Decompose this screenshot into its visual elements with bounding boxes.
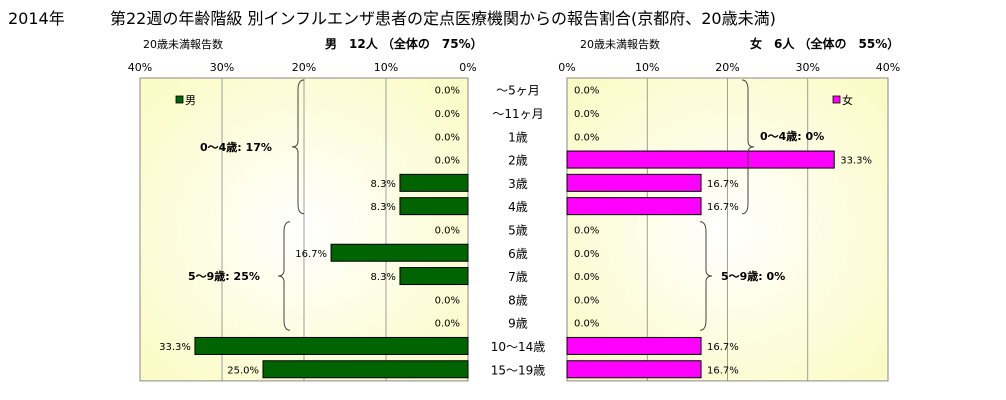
female-bar xyxy=(566,173,702,192)
male-legend-swatch xyxy=(175,95,184,104)
female-value-label: 0.0% xyxy=(574,109,599,120)
male-value-label: 0.0% xyxy=(435,109,460,120)
male-value-label: 0.0% xyxy=(435,132,460,143)
category-label: ～5ヶ月 xyxy=(496,84,540,98)
male-brace-5-9 xyxy=(277,221,291,331)
female-legend-label: 女 xyxy=(842,93,853,107)
category-label: 4歳 xyxy=(508,200,528,214)
male-bar xyxy=(399,267,469,286)
female-value-label: 16.7% xyxy=(707,202,739,213)
female-group-label: 0～4歳: 0% xyxy=(760,129,824,143)
female-subtitle: 女 6人 （全体の 55%） xyxy=(750,37,900,51)
female-value-label: 0.0% xyxy=(574,319,599,330)
female-value-label: 0.0% xyxy=(574,132,599,143)
male-tick-label: 0% xyxy=(459,61,476,74)
male-bar xyxy=(330,243,469,262)
category-label: 6歳 xyxy=(508,247,528,261)
female-value-label: 0.0% xyxy=(574,249,599,260)
male-legend-label: 男 xyxy=(185,94,196,107)
category-label: 1歳 xyxy=(508,130,528,144)
female-bar xyxy=(566,336,702,355)
female-bar xyxy=(566,150,835,169)
male-bar xyxy=(262,360,469,379)
female-value-label: 16.7% xyxy=(707,179,739,190)
female-value-label: 16.7% xyxy=(707,342,739,353)
female-value-label: 0.0% xyxy=(574,225,599,236)
category-label: 5歳 xyxy=(508,223,528,237)
male-count-label: 20歳未満報告数 xyxy=(143,38,223,51)
female-value-label: 0.0% xyxy=(574,295,599,306)
male-bar xyxy=(194,336,469,355)
category-label: 9歳 xyxy=(508,317,528,331)
male-bar xyxy=(399,197,469,216)
male-tick-label: 30% xyxy=(210,61,234,74)
female-value-label: 0.0% xyxy=(574,272,599,283)
male-value-label: 0.0% xyxy=(435,225,460,236)
female-legend-swatch xyxy=(832,95,841,104)
female-value-label: 16.7% xyxy=(707,365,739,376)
category-label: ～11ヶ月 xyxy=(492,107,543,121)
female-count-label: 20歳未満報告数 xyxy=(580,38,660,51)
male-tick-label: 40% xyxy=(128,61,152,74)
male-value-label: 16.7% xyxy=(295,249,327,260)
year-label: 2014年 xyxy=(8,9,65,28)
female-value-label: 0.0% xyxy=(574,86,599,97)
page-title: 第22週の年齢階級 別インフルエンザ患者の定点医療機関からの報告割合(京都府、2… xyxy=(110,9,776,28)
category-label: 2歳 xyxy=(508,154,528,168)
category-label: 8歳 xyxy=(508,293,528,307)
category-label: 15～19歳 xyxy=(491,363,546,377)
female-tick-label: 20% xyxy=(715,61,739,74)
male-value-label: 8.3% xyxy=(371,272,396,283)
male-value-label: 0.0% xyxy=(435,319,460,330)
female-value-label: 33.3% xyxy=(840,156,872,167)
female-tick-label: 30% xyxy=(796,61,820,74)
category-label: 3歳 xyxy=(508,177,528,191)
male-group-label: 5～9歳: 25% xyxy=(188,269,260,283)
category-label: 7歳 xyxy=(508,270,528,284)
male-value-label: 0.0% xyxy=(435,86,460,97)
female-tick-label: 0% xyxy=(558,61,575,74)
female-tick-label: 10% xyxy=(635,61,659,74)
female-bar xyxy=(566,197,702,216)
female-brace-5-9 xyxy=(699,221,713,331)
male-tick-label: 10% xyxy=(374,61,398,74)
male-group-label: 0～4歳: 17% xyxy=(200,140,272,154)
male-brace-0-4 xyxy=(291,79,305,215)
male-subtitle: 男 12人 （全体の 75%） xyxy=(325,37,483,51)
female-brace-0-4 xyxy=(741,79,755,215)
category-label: 10～14歳 xyxy=(491,340,546,354)
female-tick-label: 40% xyxy=(876,61,900,74)
male-value-label: 25.0% xyxy=(227,365,259,376)
male-tick-label: 20% xyxy=(292,61,316,74)
male-value-label: 33.3% xyxy=(159,342,191,353)
female-bar xyxy=(566,360,702,379)
male-value-label: 8.3% xyxy=(371,179,396,190)
male-value-label: 0.0% xyxy=(435,295,460,306)
female-group-label: 5～9歳: 0% xyxy=(721,269,785,283)
male-value-label: 0.0% xyxy=(435,156,460,167)
male-bar xyxy=(399,173,469,192)
male-value-label: 8.3% xyxy=(371,202,396,213)
